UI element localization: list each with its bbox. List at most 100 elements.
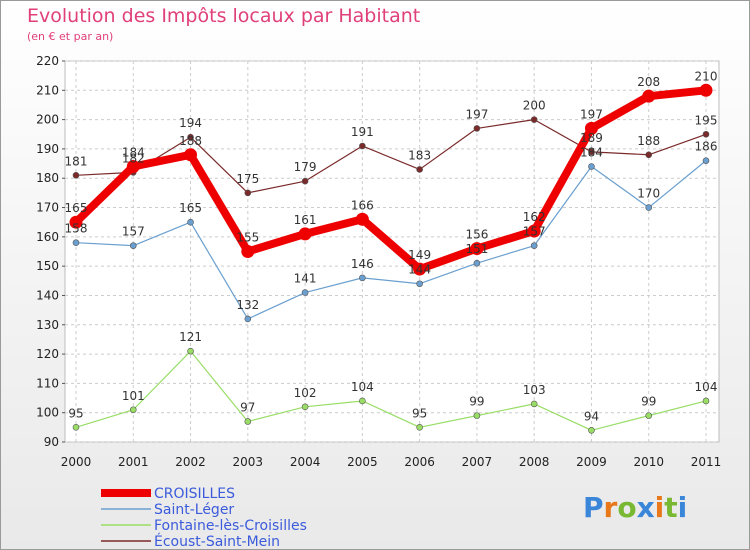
data-point — [473, 125, 481, 132]
data-label: 102 — [294, 386, 317, 400]
data-point — [416, 424, 423, 431]
y-tick-label: 130 — [36, 318, 59, 332]
x-tick-label: 2011 — [691, 455, 722, 469]
legend-label: Écoust-Saint-Mein — [154, 533, 280, 549]
data-label: 144 — [408, 263, 431, 277]
data-point — [584, 121, 598, 135]
x-tick-label: 2001 — [118, 455, 149, 469]
data-point — [187, 218, 194, 226]
y-tick-label: 170 — [36, 201, 59, 215]
data-label: 101 — [122, 389, 145, 403]
data-label: 181 — [65, 154, 88, 168]
y-tick-label: 140 — [36, 288, 59, 302]
data-point — [416, 166, 423, 173]
x-tick-label: 2004 — [290, 455, 321, 469]
data-label: 166 — [351, 198, 374, 212]
chart-subtitle: (en € et par an) — [27, 30, 114, 43]
logo-letter: P — [583, 491, 604, 524]
y-tick-label: 100 — [36, 406, 59, 420]
data-label: 157 — [523, 225, 546, 239]
data-point — [702, 397, 710, 405]
data-label: 158 — [65, 222, 88, 236]
data-point — [244, 418, 252, 425]
data-point — [527, 224, 541, 238]
x-tick-label: 2009 — [576, 455, 607, 469]
data-point — [298, 227, 312, 241]
legend-label: Saint-Léger — [154, 502, 234, 518]
data-point — [473, 259, 481, 267]
data-label: 165 — [65, 201, 88, 215]
data-point — [645, 204, 653, 211]
data-point — [702, 130, 710, 138]
data-label: 200 — [523, 99, 546, 113]
data-label: 184 — [122, 146, 145, 160]
legend: CROISILLESSaint-LégerFontaine-lès-Croisi… — [101, 486, 307, 549]
legend-label: Fontaine-lès-Croisilles — [154, 518, 307, 534]
data-label: 186 — [695, 140, 718, 154]
chart-title: Evolution des Impôts locaux par Habitant — [27, 5, 421, 27]
axes: 9010011012013014015016017018019020021022… — [36, 54, 721, 469]
data-point — [588, 163, 595, 170]
data-label: 141 — [294, 272, 317, 286]
x-tick-label: 2003 — [233, 455, 264, 469]
data-label: 165 — [179, 201, 202, 215]
data-point — [642, 89, 656, 103]
y-tick-label: 150 — [36, 259, 59, 273]
data-label: 175 — [236, 172, 259, 186]
series-line-2 — [75, 350, 707, 431]
data-label: 95 — [412, 406, 427, 420]
data-point — [301, 177, 309, 185]
data-label: 99 — [469, 395, 484, 409]
data-point — [244, 315, 252, 323]
data-label: 191 — [351, 125, 374, 139]
logo-letter: i — [655, 491, 665, 524]
x-tick-label: 2010 — [633, 455, 664, 469]
data-point — [473, 412, 481, 419]
data-label: 179 — [294, 160, 317, 174]
y-tick-label: 210 — [36, 83, 59, 97]
data-label: 94 — [584, 409, 599, 423]
x-tick-label: 2005 — [347, 455, 378, 469]
data-point — [126, 160, 140, 174]
series-line-1 — [75, 160, 707, 320]
data-label: 170 — [637, 187, 660, 201]
data-label: 104 — [695, 380, 718, 394]
plot-area — [64, 60, 720, 443]
data-point — [72, 172, 80, 179]
data-point — [645, 151, 653, 159]
y-tick-label: 90 — [44, 435, 59, 449]
y-tick-label: 220 — [36, 54, 59, 68]
data-labels: 165 184 188 155 161 166 149 156 162 197 208 210 158 1… — [65, 69, 718, 423]
data-label: 188 — [637, 134, 660, 148]
data-point — [129, 242, 137, 249]
series-line-0 — [72, 86, 710, 274]
data-label: 183 — [408, 148, 431, 162]
y-tick-label: 110 — [36, 376, 59, 390]
data-label: 99 — [641, 395, 656, 409]
data-label: 121 — [179, 330, 202, 344]
data-label: 104 — [351, 380, 374, 394]
data-point — [530, 242, 538, 249]
y-tick-label: 180 — [36, 171, 59, 185]
data-label: 184 — [580, 146, 603, 160]
logo-letter: o — [617, 491, 636, 524]
data-label: 132 — [236, 298, 259, 312]
data-label: 149 — [408, 248, 431, 262]
data-point — [187, 133, 194, 141]
data-point — [413, 262, 427, 276]
grid-lines — [65, 60, 719, 443]
data-label: 103 — [523, 383, 546, 397]
data-label: 155 — [236, 231, 259, 245]
logo-letter: i — [678, 491, 688, 524]
series-line-3 — [75, 119, 707, 194]
data-label: 194 — [179, 116, 202, 130]
data-label: 146 — [351, 257, 374, 271]
data-point — [588, 148, 595, 156]
proxiti-logo: Proxiti — [583, 491, 687, 524]
data-point — [301, 403, 309, 411]
data-label: 197 — [580, 107, 603, 121]
data-point — [530, 400, 538, 408]
data-label: 195 — [695, 113, 718, 127]
